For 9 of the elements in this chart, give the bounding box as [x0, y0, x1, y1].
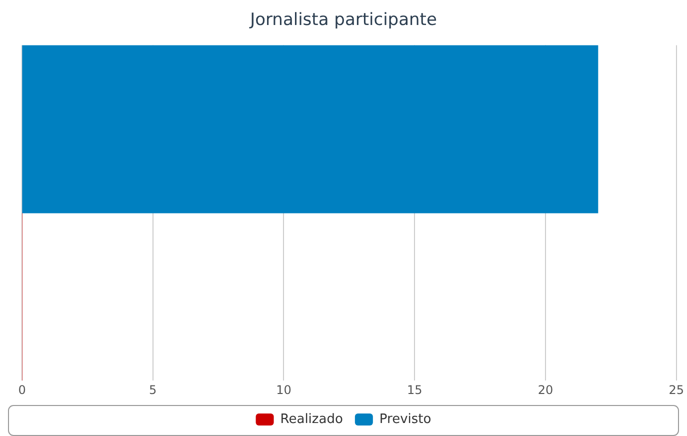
chart-title: Jornalista participante: [248, 10, 438, 30]
x-tick-label: 5: [149, 382, 157, 397]
legend-label: Previsto: [379, 412, 432, 427]
x-tick-label: 15: [406, 382, 422, 397]
x-tick-label: 25: [668, 382, 684, 397]
legend-label: Realizado: [280, 412, 343, 427]
x-tick-label: 10: [276, 382, 292, 397]
x-tick-label: 20: [538, 382, 554, 397]
x-tick-label: 0: [18, 382, 26, 397]
